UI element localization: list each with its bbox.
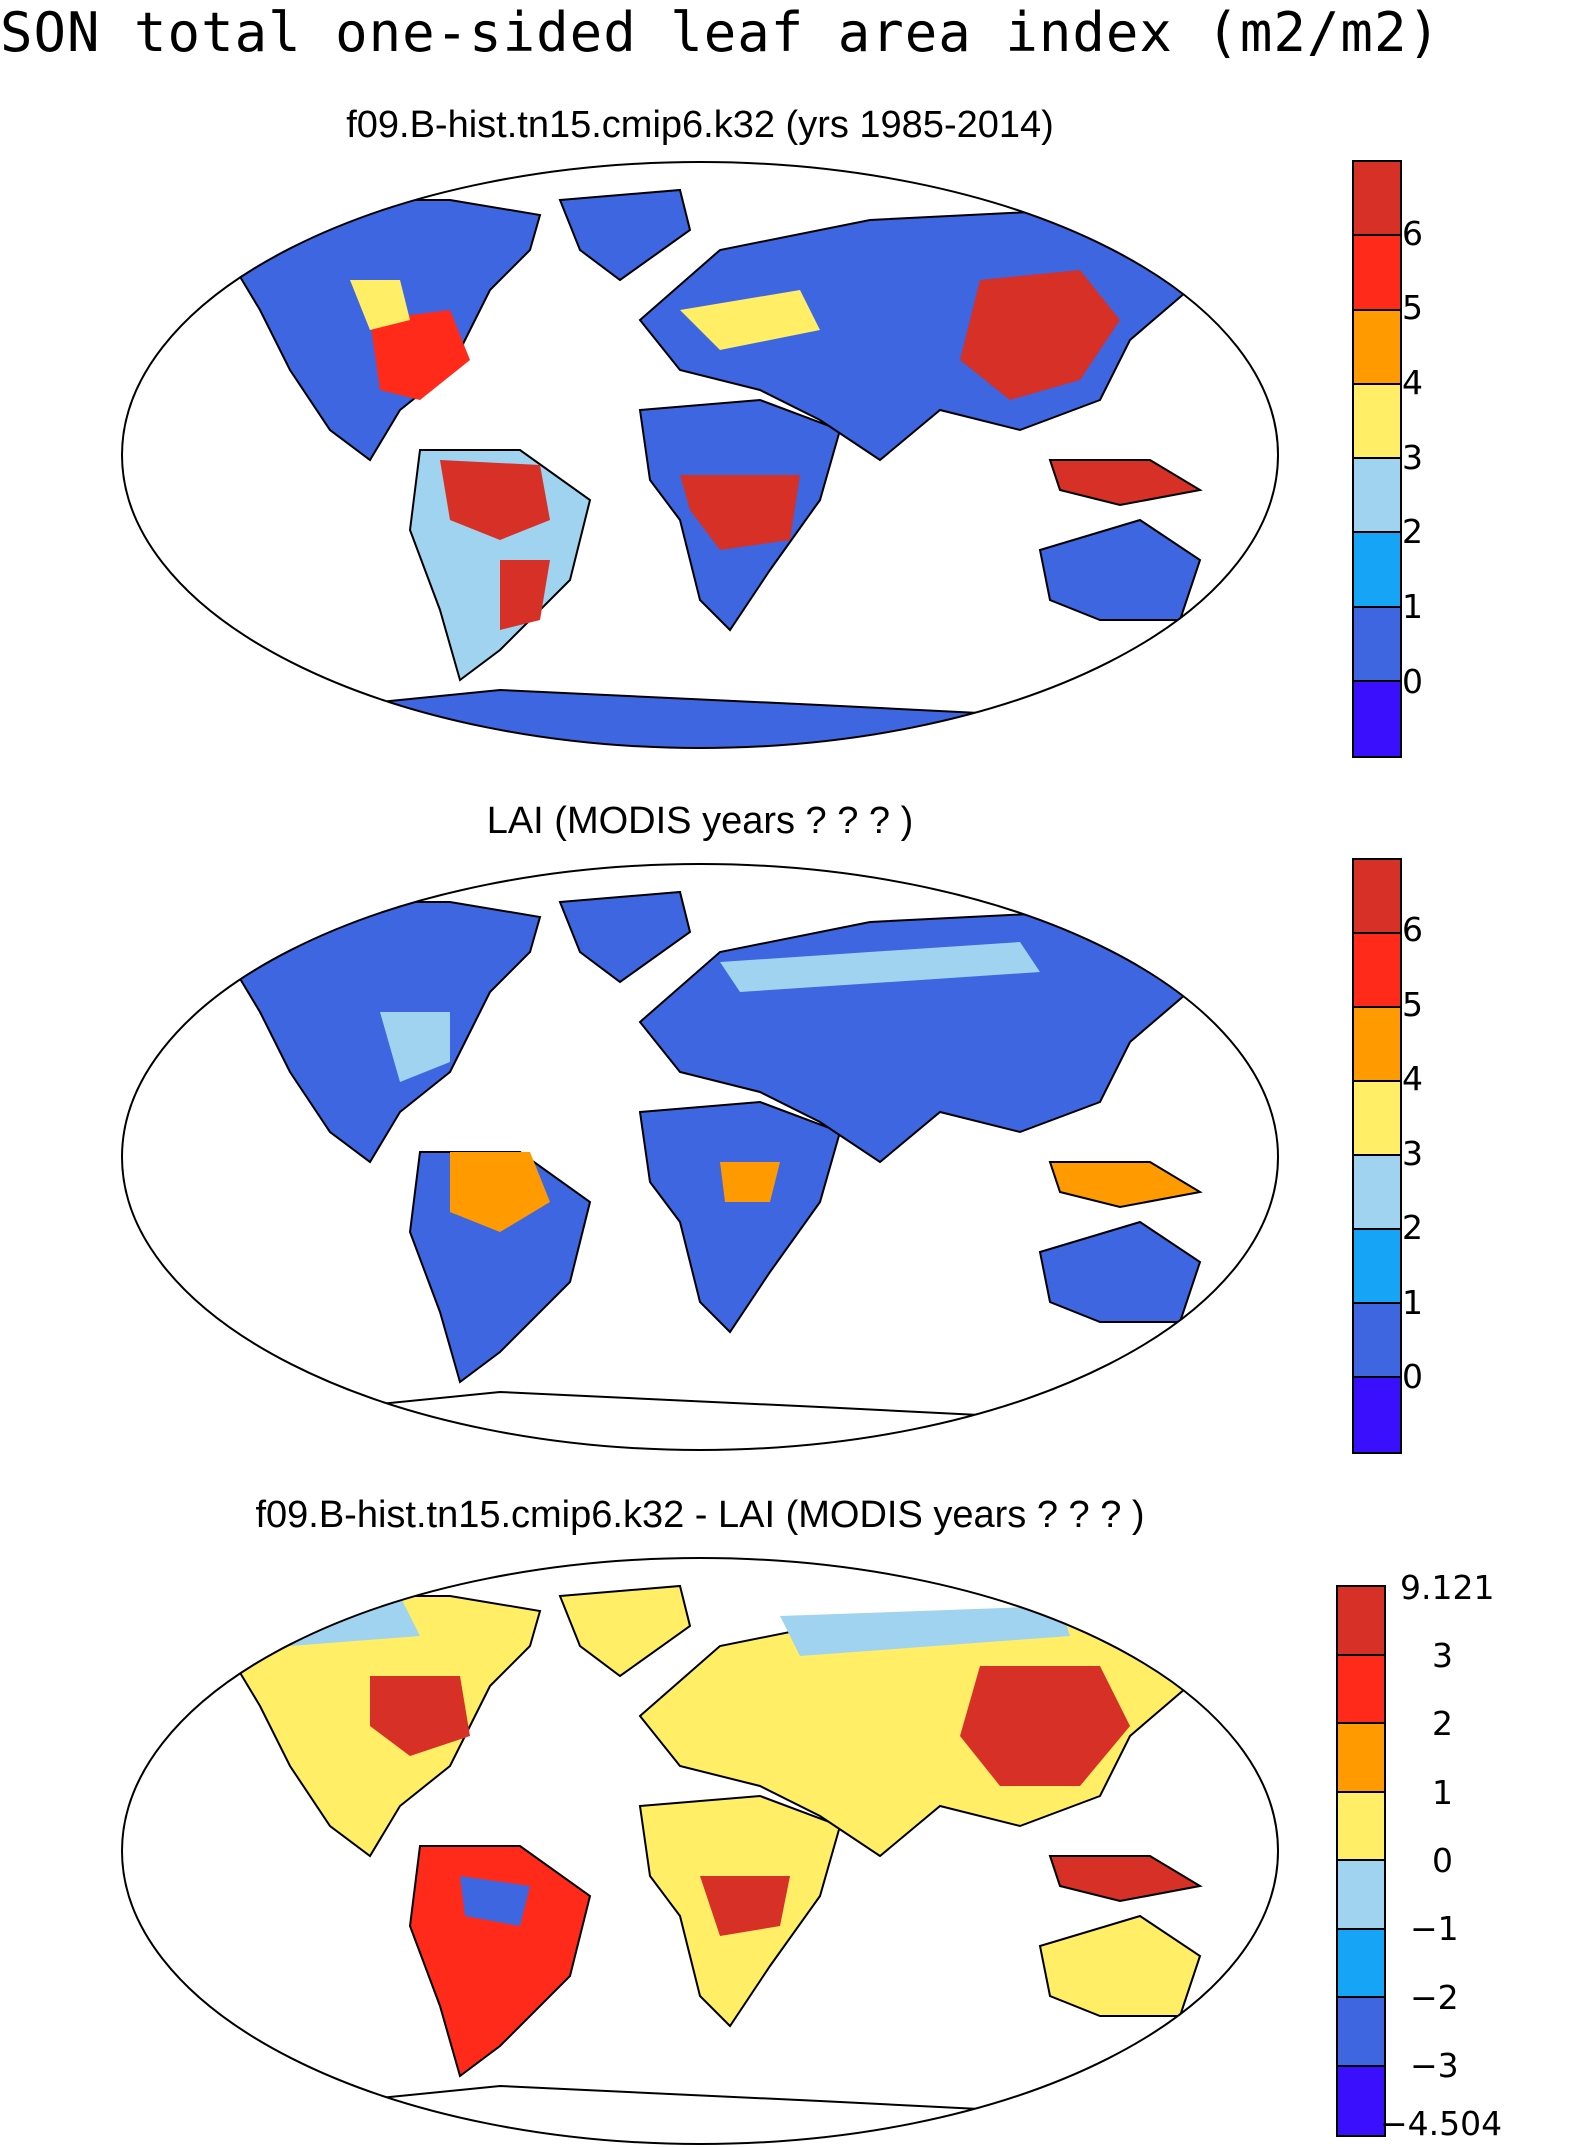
colorbar-swatch [1338, 1724, 1384, 1793]
panel-3-map [120, 1556, 1280, 2146]
greenland [558, 890, 692, 984]
colorbar-swatch [1338, 1861, 1384, 1930]
colorbar-tick: 0 [1432, 1841, 1453, 1880]
greenland [558, 1584, 692, 1678]
colorbar-tick: −4.504 [1380, 2104, 1503, 2143]
colorbar-tick: −1 [1410, 1909, 1459, 1948]
panel-3-colorbar [1336, 1585, 1386, 2137]
colorbar-swatch [1338, 1998, 1384, 2067]
colorbar-swatch [1338, 1655, 1384, 1724]
colorbar-swatch [1354, 236, 1400, 311]
panel-3-title: f09.B-hist.tn15.cmip6.k32 - LAI (MODIS y… [255, 1494, 1145, 1536]
colorbar-tick: 0 [1402, 1357, 1423, 1396]
colorbar-swatch [1338, 1929, 1384, 1998]
colorbar-tick: 4 [1402, 1059, 1423, 1098]
panel-2-map [120, 862, 1280, 1452]
figure-title: SON total one-sided leaf area index (m2/… [0, 1, 1441, 64]
colorbar-tick: 1 [1402, 587, 1423, 626]
maritime-asia [1048, 459, 1203, 507]
colorbar-tick: 3 [1402, 1134, 1423, 1173]
colorbar-swatch [1354, 1156, 1400, 1230]
colorbar-tick: 6 [1402, 214, 1423, 253]
colorbar-tick: −3 [1410, 2046, 1459, 2085]
panel-2-colorbar [1352, 858, 1402, 1454]
colorbar-tick: 0 [1402, 662, 1423, 701]
colorbar-tick: 5 [1402, 288, 1423, 327]
maritime-asia [1048, 1161, 1203, 1209]
colorbar-tick: −2 [1410, 1978, 1459, 2017]
colorbar-swatch [1354, 1378, 1400, 1452]
africa [638, 1100, 842, 1334]
maritime-asia [1048, 1855, 1203, 1903]
panel-2-title: LAI (MODIS years ? ? ? ) [486, 800, 914, 842]
colorbar-swatch [1354, 681, 1400, 756]
colorbar-tick: 6 [1402, 910, 1423, 949]
colorbar-swatch [1354, 1230, 1400, 1304]
colorbar-swatch [1338, 1792, 1384, 1861]
colorbar-swatch [1354, 934, 1400, 1008]
colorbar-swatch [1354, 162, 1400, 237]
panel-1-colorbar [1352, 160, 1402, 758]
colorbar-tick: 1 [1432, 1773, 1453, 1812]
colorbar-swatch [1354, 607, 1400, 682]
colorbar-tick: 2 [1432, 1704, 1453, 1743]
panel-1-title: f09.B-hist.tn15.cmip6.k32 (yrs 1985-2014… [346, 104, 1054, 146]
colorbar-tick: 3 [1432, 1636, 1453, 1675]
antarctica [178, 1390, 1221, 1450]
north-america [228, 901, 542, 1164]
colorbar-swatch [1354, 1304, 1400, 1378]
colorbar-swatch [1354, 533, 1400, 608]
colorbar-swatch [1354, 384, 1400, 459]
colorbar-swatch [1354, 310, 1400, 385]
antarctica [178, 688, 1221, 748]
colorbar-tick: 1 [1402, 1283, 1423, 1322]
colorbar-tick: 2 [1402, 1208, 1423, 1247]
colorbar-swatch [1354, 860, 1400, 934]
colorbar-swatch [1354, 1082, 1400, 1156]
antarctica [178, 2084, 1221, 2144]
colorbar-swatch [1354, 1008, 1400, 1082]
colorbar-tick: 4 [1402, 363, 1423, 402]
colorbar-tick: 5 [1402, 985, 1423, 1024]
greenland [558, 188, 692, 282]
colorbar-tick: 9.121 [1400, 1568, 1495, 1607]
panel-1-map [120, 160, 1280, 750]
colorbar-swatch [1338, 1587, 1384, 1656]
colorbar-swatch [1338, 2066, 1384, 2135]
colorbar-swatch [1354, 459, 1400, 534]
colorbar-tick: 2 [1402, 512, 1423, 551]
south-america [408, 1845, 592, 2078]
colorbar-tick: 3 [1402, 438, 1423, 477]
